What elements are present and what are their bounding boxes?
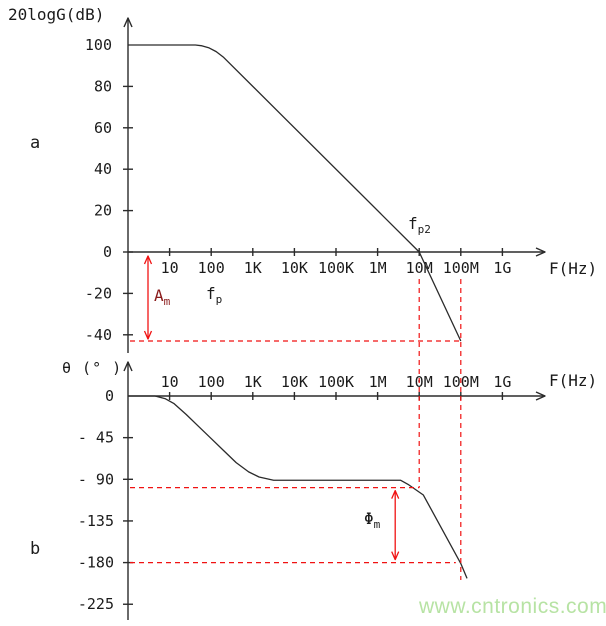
phase-value-tick-label: -225 [78, 595, 114, 613]
phase-freq-tick-label: 1M [369, 373, 387, 391]
gain-magnitude-value-tick-label: 60 [94, 119, 112, 137]
panel-label-a: a [30, 133, 41, 153]
gain-magnitude-freq-tick-label: 10K [281, 259, 308, 277]
phase-y-axis-arrow [123, 361, 133, 372]
gain-margin-label: Am [154, 286, 171, 309]
phase-value-tick-label: - 90 [78, 470, 114, 488]
phase-value-tick-label: 0 [105, 387, 114, 405]
phase-freq-tick-label: 10 [161, 373, 179, 391]
gain-margin-arrow-head-bottom [143, 330, 153, 340]
phase-value-tick-label: -135 [78, 512, 114, 530]
phase-axis-title: θ (° ) [62, 359, 123, 377]
phase-x-axis-arrow [535, 391, 546, 401]
gain-magnitude-value-tick-label: 80 [94, 77, 112, 95]
gain-magnitude-x-axis-arrow [535, 247, 546, 257]
watermark: www.cntronics.com [419, 595, 606, 618]
phase-margin-arrow-head-top [391, 489, 400, 499]
gain-magnitude-freq-tick-label: 100M [443, 259, 479, 277]
phase-value-tick-label: -180 [78, 554, 114, 572]
phase-value-tick-label: - 45 [78, 429, 114, 447]
gain-magnitude-value-tick-label: 20 [94, 202, 112, 220]
gain-magnitude-value-tick-label: 0 [103, 243, 112, 261]
phase-margin-arrow-head-bottom [391, 551, 400, 561]
gain-magnitude-value-tick-label: -20 [85, 284, 112, 302]
phase-freq-tick-label: 1K [244, 373, 262, 391]
gain-magnitude-value-tick-label: -40 [85, 326, 112, 344]
gain-margin-arrow-head-top [143, 255, 153, 265]
gain-magnitude-freq-tick-label: 100 [198, 259, 225, 277]
phase-freq-tick-label: 1G [493, 373, 511, 391]
gain-axis-title: 20logG(dB) [8, 5, 105, 24]
gain-magnitude-value-tick-label: 40 [94, 160, 112, 178]
gain-magnitude-value-tick-label: 100 [85, 36, 112, 54]
gain-magnitude-x-axis-label: F(Hz) [549, 259, 597, 278]
gain-magnitude-freq-tick-label: 1M [369, 259, 387, 277]
phase-curve [128, 395, 468, 579]
gain-magnitude-freq-tick-label: 10 [161, 259, 179, 277]
phase-x-axis-label: F(Hz) [549, 371, 597, 390]
panel-label-b: b [30, 539, 41, 559]
phase-freq-tick-label: 100K [318, 373, 354, 391]
phase-freq-tick-label: 100 [198, 373, 225, 391]
gain-magnitude-y-axis-arrow [123, 17, 133, 28]
gain-magnitude-freq-tick-label: 10M [406, 259, 433, 277]
pole1-label: fp [206, 284, 223, 307]
pole2-label: fp2 [408, 214, 431, 237]
gain-magnitude-freq-tick-label: 1K [244, 259, 262, 277]
phase-margin-label: Φm [364, 509, 381, 532]
gain-magnitude-freq-tick-label: 1G [493, 259, 511, 277]
phase-freq-tick-label: 10K [281, 373, 308, 391]
gain-magnitude-curve [128, 44, 462, 342]
gain-magnitude-freq-tick-label: 100K [318, 259, 354, 277]
